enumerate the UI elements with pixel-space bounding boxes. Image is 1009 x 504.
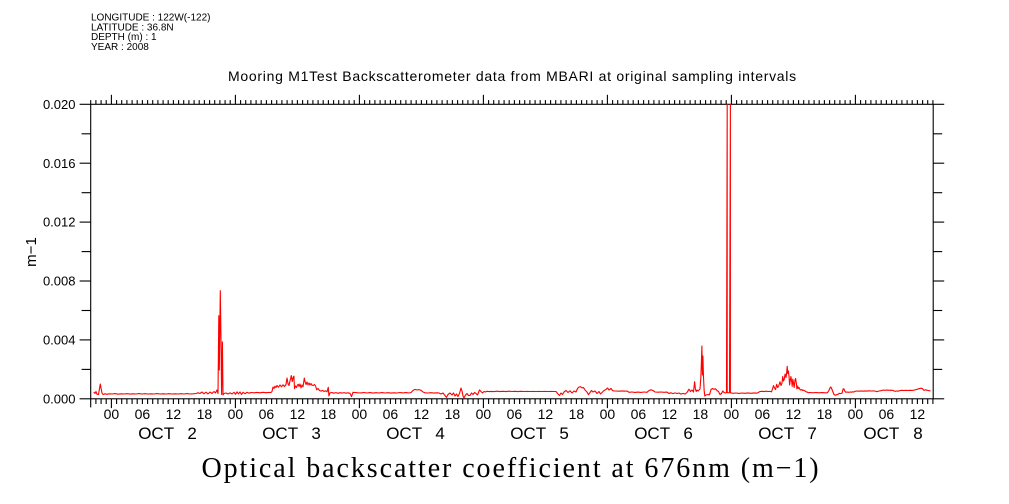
svg-text:3: 3 — [311, 424, 320, 443]
svg-text:12: 12 — [910, 406, 926, 422]
svg-text:Optical backscatter coefficien: Optical backscatter coefficient at 676nm… — [201, 453, 820, 484]
svg-text:0.020: 0.020 — [43, 97, 76, 112]
svg-text:DEPTH (m) : 1: DEPTH (m) : 1 — [91, 32, 157, 43]
svg-text:0.008: 0.008 — [43, 274, 76, 289]
svg-text:OCT: OCT — [138, 424, 174, 443]
svg-text:00: 00 — [476, 406, 492, 422]
svg-text:00: 00 — [600, 406, 616, 422]
svg-text:m−1: m−1 — [23, 237, 40, 267]
svg-text:12: 12 — [414, 406, 430, 422]
svg-text:18: 18 — [321, 406, 337, 422]
svg-text:0.000: 0.000 — [43, 391, 76, 406]
svg-text:12: 12 — [538, 406, 554, 422]
svg-text:06: 06 — [135, 406, 151, 422]
svg-text:06: 06 — [755, 406, 771, 422]
svg-text:06: 06 — [507, 406, 523, 422]
svg-text:7: 7 — [807, 424, 816, 443]
svg-text:00: 00 — [104, 406, 120, 422]
svg-text:06: 06 — [879, 406, 895, 422]
svg-text:06: 06 — [259, 406, 275, 422]
svg-text:OCT: OCT — [262, 424, 298, 443]
svg-text:06: 06 — [383, 406, 399, 422]
svg-text:00: 00 — [352, 406, 368, 422]
svg-text:18: 18 — [445, 406, 461, 422]
svg-text:OCT: OCT — [863, 424, 899, 443]
svg-text:00: 00 — [848, 406, 864, 422]
svg-text:LONGITUDE : 122W(-122): LONGITUDE : 122W(-122) — [91, 13, 210, 24]
svg-text:2: 2 — [187, 424, 196, 443]
svg-text:18: 18 — [197, 406, 213, 422]
svg-text:OCT: OCT — [510, 424, 546, 443]
svg-text:0.016: 0.016 — [43, 156, 76, 171]
svg-text:18: 18 — [693, 406, 709, 422]
svg-text:OCT: OCT — [634, 424, 670, 443]
svg-text:Mooring M1Test Backscatteromet: Mooring M1Test Backscatterometer data fr… — [228, 68, 797, 84]
svg-text:LATITUDE : 36.8N: LATITUDE : 36.8N — [91, 22, 174, 33]
svg-text:18: 18 — [569, 406, 585, 422]
svg-text:0.004: 0.004 — [43, 333, 76, 348]
svg-text:12: 12 — [662, 406, 678, 422]
svg-text:0.012: 0.012 — [43, 215, 76, 230]
svg-text:06: 06 — [631, 406, 647, 422]
svg-text:4: 4 — [435, 424, 444, 443]
svg-text:12: 12 — [290, 406, 306, 422]
svg-text:12: 12 — [166, 406, 182, 422]
svg-text:00: 00 — [724, 406, 740, 422]
svg-text:OCT: OCT — [758, 424, 794, 443]
svg-text:5: 5 — [559, 424, 568, 443]
svg-text:18: 18 — [817, 406, 833, 422]
svg-text:YEAR : 2008: YEAR : 2008 — [91, 42, 149, 53]
svg-text:00: 00 — [228, 406, 244, 422]
svg-text:12: 12 — [786, 406, 802, 422]
svg-text:6: 6 — [683, 424, 692, 443]
svg-text:OCT: OCT — [386, 424, 422, 443]
svg-text:8: 8 — [913, 424, 922, 443]
